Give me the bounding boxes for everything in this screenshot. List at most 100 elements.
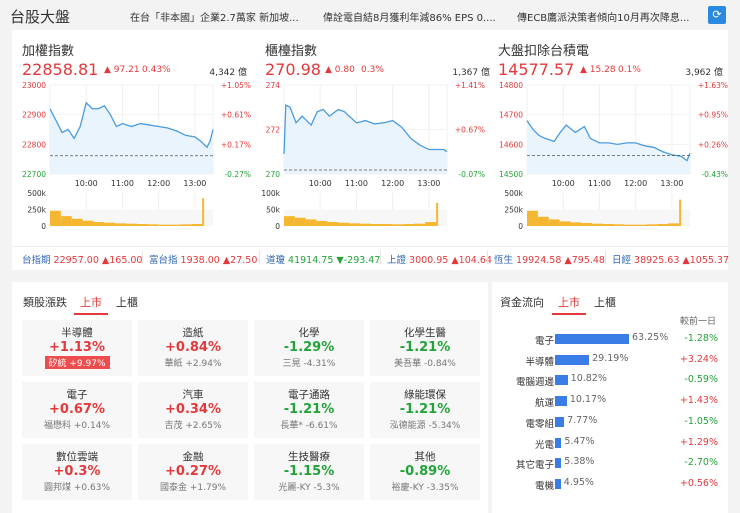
sector-panel: 類股漲跌 上市 上櫃 半導體 +1.13% 矽統 +9.97% 造紙 +0.84% 華紙 …	[12, 282, 488, 513]
ticker-item[interactable]: 台指期 22957.00 ▲165.00	[22, 252, 142, 266]
flow-row[interactable]: 光電 5.47% +1.29%	[492, 434, 728, 454]
volume-bar	[425, 222, 437, 226]
index-pct: 0.43%	[142, 65, 171, 75]
flow-name: 電零組	[525, 418, 554, 430]
ticker-item[interactable]: 富台指 1938.00 ▲27.50	[149, 252, 257, 266]
flow-name: 電腦週邊	[515, 377, 554, 389]
sector-pct: +0.84%	[165, 340, 221, 355]
refresh-icon: ⟳	[712, 8, 722, 21]
news-link[interactable]: 偉詮電自結8月獲利年減86% EPS 0....	[323, 13, 496, 24]
index-name: 大盤扣除台積電	[498, 44, 590, 59]
sector-tile[interactable]: 化學 -1.29% 三晃 -4.31%	[254, 320, 364, 376]
sector-name: 汽車	[182, 389, 204, 401]
flow-delta: +1.43%	[679, 395, 718, 407]
sector-tile[interactable]: 造紙 +0.84% 華紙 +2.94%	[138, 320, 248, 376]
news-link[interactable]: 在台「非本國」企業2.7萬家 新加坡...	[130, 13, 299, 24]
volume-bar	[158, 224, 170, 226]
flow-row[interactable]: 電零組 7.77% -1.05%	[492, 413, 728, 433]
pct-tick: +1.05%	[221, 81, 251, 90]
sector-tile[interactable]: 其他 -0.89% 裕慶-KY -3.35%	[370, 444, 480, 500]
flow-delta: -2.70%	[684, 457, 718, 469]
fund-flow-panel: 資金流向 上市 上櫃 較前一日 電子 63.25% -1.28% 半導體 29.19% +…	[492, 282, 728, 513]
price-area	[50, 102, 213, 174]
volume-bar	[104, 222, 116, 226]
sector-tile[interactable]: 電子通路 -1.21% 長華* -6.61%	[254, 382, 364, 438]
ticker-change: ▲104.64	[451, 255, 492, 266]
ticker-name: 日經	[612, 255, 632, 266]
sector-top-stock: 國泰金 +1.79%	[160, 483, 226, 493]
volume-bar	[60, 216, 72, 226]
index-pct: 0.1%	[618, 65, 641, 75]
volume-tick: 250k	[504, 206, 523, 215]
volume-bar	[82, 220, 94, 226]
pct-tick: +0.26%	[698, 140, 728, 149]
volume-tick: 250k	[27, 206, 46, 215]
volume-bar	[414, 223, 426, 226]
ticker-value: 1938.00	[180, 255, 220, 266]
index-change: ▲ 15.28	[580, 65, 616, 75]
volume-bar	[370, 224, 382, 226]
flow-bar	[555, 458, 562, 469]
ticker-value: 41914.75	[288, 255, 334, 266]
sector-tile[interactable]: 半導體 +1.13% 矽統 +9.97%	[22, 320, 132, 376]
ticker-change: ▲165.00	[101, 255, 143, 266]
sector-name: 化學	[298, 327, 320, 339]
volume-bar	[327, 222, 339, 226]
time-tick: 10:00	[309, 179, 332, 188]
ticker-value: 3000.95	[409, 255, 449, 266]
time-tick: 10:00	[552, 179, 575, 188]
sector-name: 電子通路	[288, 389, 330, 401]
tab-otc[interactable]: 上櫃	[116, 296, 138, 309]
ticker-item[interactable]: 恆生 19924.58 ▲795.48	[494, 252, 605, 266]
sector-tile[interactable]: 金融 +0.27% 國泰金 +1.79%	[138, 444, 248, 500]
ticker-item[interactable]: 道瓊 41914.75 ▼-293.47	[266, 252, 380, 266]
y-tick: 270	[266, 170, 281, 179]
sector-title: 類股漲跌	[23, 296, 67, 309]
flow-row[interactable]: 電機 4.95% +0.56%	[492, 475, 728, 495]
volume-bar	[349, 223, 361, 226]
volume-bar	[537, 216, 549, 226]
flow-title: 資金流向	[500, 296, 544, 309]
flow-row[interactable]: 半導體 29.19% +3.24%	[492, 351, 728, 371]
sector-tile[interactable]: 綠能環保 -1.21% 泓德能源 -5.34%	[370, 382, 480, 438]
index-card[interactable]: 大盤扣除台積電 14577.57 ▲ 15.28 0.1% 3,962 億	[498, 40, 723, 80]
time-tick: 13:00	[660, 179, 683, 188]
sector-tile[interactable]: 生技醫療 -1.15% 光麗-KY -5.3%	[254, 444, 364, 500]
sector-tile[interactable]: 數位雲端 +0.3% 圓邦煤 +0.63%	[22, 444, 132, 500]
ticker-item[interactable]: 上證 3000.95 ▲104.64	[387, 252, 492, 266]
index-card[interactable]: 櫃檯指數 270.98 ▲ 0.80 0.3% 1,367 億	[265, 40, 490, 80]
news-link[interactable]: 傳ECB鷹派決策者傾向10月再次降息...	[517, 13, 690, 24]
sector-pct: +0.34%	[165, 402, 221, 417]
index-panel: 10:00 11:00 12:00 13:00 23000 +1.05% 22900 +0.6…	[12, 30, 728, 270]
index-card[interactable]: 加權指數 22858.81 ▲ 97.21 0.43% 4,342 億	[22, 40, 247, 80]
price-area	[284, 105, 447, 174]
time-tick: 12:00	[147, 179, 170, 188]
ticker-change: ▲795.48	[564, 255, 605, 266]
y-tick: 14800	[499, 81, 523, 90]
flow-row[interactable]: 電子 63.25% -1.28%	[492, 330, 728, 350]
flow-name: 光電	[534, 439, 554, 451]
flow-row[interactable]: 電腦週邊 10.82% -0.59%	[492, 371, 728, 391]
pct-tick: -0.07%	[458, 170, 485, 179]
ticker-item[interactable]: 日經 38925.63 ▲1055.37	[612, 252, 729, 266]
sector-tile[interactable]: 化學生醫 -1.21% 美吾華 -0.84%	[370, 320, 480, 376]
tab-otc[interactable]: 上櫃	[594, 296, 616, 309]
refresh-button[interactable]: ⟳	[708, 6, 726, 24]
sector-tile[interactable]: 電子 +0.67% 福懋科 +0.14%	[22, 382, 132, 438]
sector-top-stock: 矽統 +9.97%	[44, 356, 110, 369]
flow-row[interactable]: 航運 10.17% +1.43%	[492, 392, 728, 412]
volume-tick: 500k	[27, 189, 46, 198]
top-bar: 台股大盤 在台「非本國」企業2.7萬家 新加坡... 偉詮電自結8月獲利年減86…	[0, 0, 740, 30]
volume-bar	[570, 222, 582, 226]
flow-bar	[555, 437, 562, 448]
flow-delta: +0.56%	[679, 477, 718, 489]
tab-listed[interactable]: 上市	[80, 296, 102, 309]
sector-tile[interactable]: 汽車 +0.34% 吉茂 +2.65%	[138, 382, 248, 438]
sector-top-stock: 裕慶-KY -3.35%	[391, 483, 459, 493]
flow-row[interactable]: 其它電子 5.38% -2.70%	[492, 454, 728, 474]
index-volume: 1,367 億	[452, 68, 490, 78]
price-area	[527, 120, 690, 174]
tab-listed[interactable]: 上市	[558, 296, 580, 309]
volume-tick: 0	[41, 222, 46, 231]
flow-name: 電機	[534, 480, 554, 492]
